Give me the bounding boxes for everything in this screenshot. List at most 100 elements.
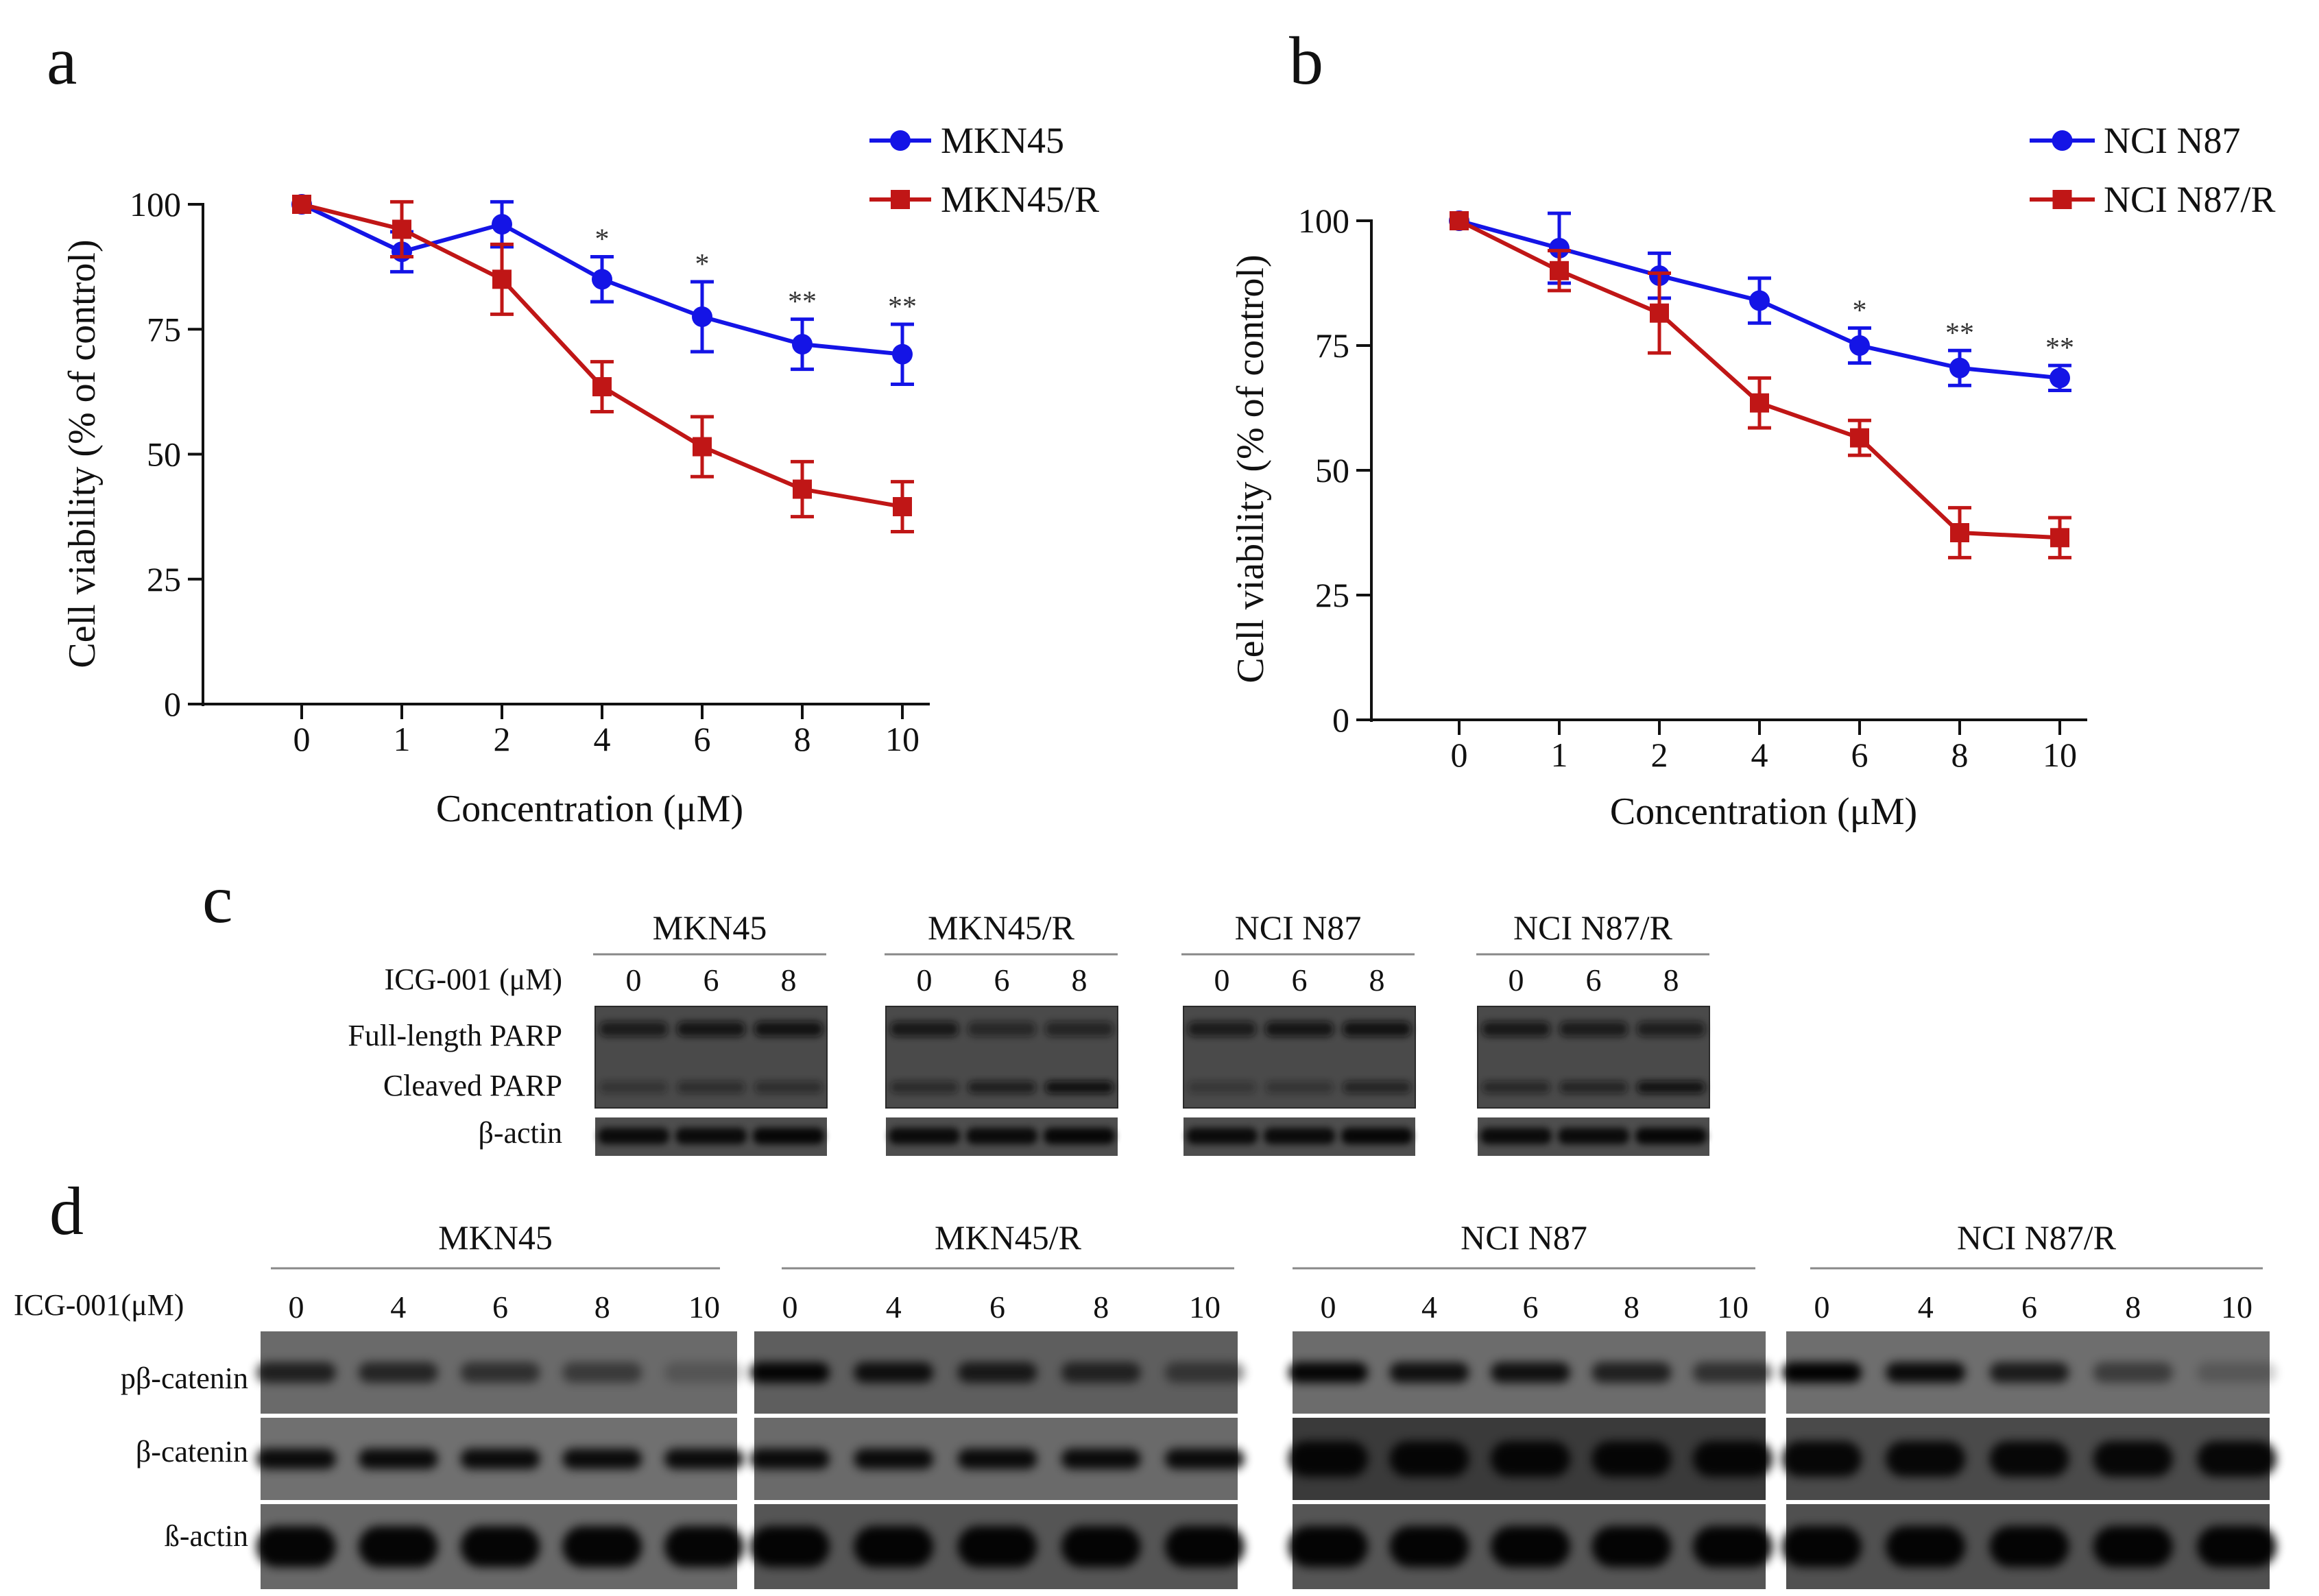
legend-label: NCI N87/R	[2104, 179, 2276, 220]
blot-band	[754, 1021, 823, 1037]
x-axis-label: Concentration (μM)	[436, 788, 743, 830]
significance-marker: **	[888, 291, 917, 323]
data-point	[1850, 428, 1869, 448]
blot-d-row-label: β-catenin	[136, 1435, 248, 1468]
blot-band	[750, 1449, 830, 1469]
blot-d-group-label: MKN45	[438, 1218, 553, 1257]
x-tick-label: 6	[1851, 736, 1869, 774]
blot-d-lane-label: 6	[492, 1290, 508, 1325]
data-point	[492, 214, 512, 235]
blot-d-group-label: NCI N87	[1461, 1218, 1587, 1257]
blot-band	[1782, 1362, 1862, 1383]
y-axis-label: Cell viability (% of control)	[1229, 254, 1272, 683]
x-tick-label: 2	[1651, 736, 1668, 774]
blot-band	[1482, 1021, 1550, 1037]
x-tick-label: 4	[594, 720, 611, 758]
western-blot-d: ICG-001(μM) pβ-catenin β-catenin ß-actin…	[14, 1218, 2276, 1589]
y-tick-label: 50	[147, 435, 181, 474]
blot-band	[1693, 1362, 1773, 1383]
blot-band	[1635, 1128, 1707, 1144]
blot-band	[1288, 1441, 1368, 1477]
y-tick-label: 75	[1315, 326, 1349, 365]
blot-d-lane-label: 8	[594, 1290, 610, 1325]
data-point	[592, 377, 612, 397]
blot-band	[675, 1128, 747, 1144]
blot-band	[677, 1021, 745, 1037]
chart-a-axes: 0 25 50 75 100 0 1 2 4 6 8 10 Concentration (μM) Cell…	[61, 185, 930, 830]
significance-marker: *	[595, 224, 610, 256]
blot-band	[1165, 1449, 1245, 1469]
data-point	[1650, 303, 1669, 323]
x-tick-label: 6	[694, 720, 711, 758]
blot-c-group-label: MKN45	[653, 908, 767, 947]
blot-band	[966, 1128, 1037, 1144]
blot-c-membrane-border	[1183, 1006, 1416, 1109]
blot-d-lane-label: 8	[1624, 1290, 1639, 1325]
chart-a-legend: MKN45 MKN45/R	[869, 120, 1099, 220]
blot-c-lane-label: 0	[626, 963, 642, 998]
data-point	[592, 269, 612, 290]
x-tick-label: 8	[794, 720, 811, 758]
legend-marker	[891, 190, 910, 209]
blot-band	[1264, 1128, 1335, 1144]
blot-c-lane-label: 6	[994, 963, 1010, 998]
data-point	[2050, 367, 2070, 389]
western-blot-c: ICG-001 (μM) Full-length PARP Cleaved PA…	[348, 908, 1710, 1156]
blot-d-lane-label: 4	[1421, 1290, 1437, 1325]
blot-band	[358, 1526, 438, 1567]
blot-band	[1637, 1021, 1705, 1037]
data-point	[392, 219, 411, 239]
x-tick-label: 0	[293, 720, 311, 758]
blot-band	[750, 1362, 830, 1383]
blot-d-lane-label: 10	[2221, 1290, 2252, 1325]
blot-d-lane-label: 10	[688, 1290, 720, 1325]
blot-band	[854, 1526, 934, 1567]
data-point	[793, 479, 812, 499]
blot-d-lane-label: 6	[1523, 1290, 1539, 1325]
blot-band	[599, 1081, 668, 1093]
blot-band	[460, 1526, 540, 1567]
blot-c-lane-label: 8	[1369, 963, 1385, 998]
y-tick-label: 50	[1315, 451, 1349, 489]
blot-band	[1989, 1362, 2069, 1383]
blot-band	[1188, 1021, 1256, 1037]
blot-band	[256, 1526, 336, 1567]
blot-c-lane-label: 8	[781, 963, 797, 998]
y-tick-label: 25	[147, 560, 181, 598]
data-point	[1949, 357, 1970, 378]
blot-band	[1491, 1526, 1570, 1567]
blot-d-lane-label: 4	[1918, 1290, 1934, 1325]
blot-band	[599, 1021, 668, 1037]
x-tick-label: 0	[1451, 736, 1468, 774]
blot-band	[1343, 1081, 1411, 1093]
blot-band	[1591, 1362, 1672, 1383]
blot-band	[889, 1128, 960, 1144]
blot-band	[854, 1449, 934, 1469]
blot-band	[1480, 1128, 1552, 1144]
blot-d-lane-label: 10	[1717, 1290, 1749, 1325]
data-point	[1749, 290, 1770, 311]
blot-band	[854, 1362, 934, 1383]
significance-marker: **	[788, 287, 817, 318]
legend-label: MKN45/R	[941, 179, 1099, 220]
blot-band	[753, 1128, 824, 1144]
blot-c-membrane-border	[594, 1006, 828, 1109]
blot-band	[957, 1526, 1037, 1567]
blot-band	[1265, 1021, 1334, 1037]
blot-d-lane-label: 0	[782, 1290, 798, 1325]
blot-c-group-label: NCI N87	[1235, 908, 1362, 947]
blot-c-lane-label: 8	[1663, 963, 1679, 998]
x-tick-label: 1	[394, 720, 411, 758]
blot-c-lane-label: 6	[1292, 963, 1308, 998]
blot-band	[1288, 1526, 1368, 1567]
blot-band	[1491, 1441, 1570, 1477]
blot-d-lane-label: 4	[390, 1290, 406, 1325]
data-point	[2050, 528, 2069, 548]
data-point	[1450, 211, 1469, 230]
blot-c-group-label: MKN45/R	[928, 908, 1075, 947]
blot-band	[664, 1526, 744, 1567]
x-tick-label: 10	[2043, 736, 2077, 774]
blot-c-lane-label: 6	[1586, 963, 1602, 998]
blot-d-lane-label: 8	[1093, 1290, 1109, 1325]
blot-band	[957, 1449, 1037, 1469]
